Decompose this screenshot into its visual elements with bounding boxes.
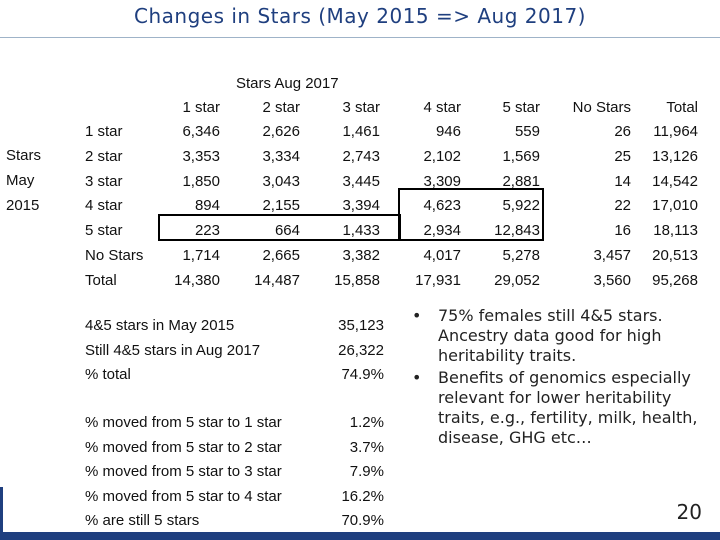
table-cell: 5,278 [502, 247, 540, 264]
bullet-list: • 75% females still 4&5 stars. Ancestry … [412, 306, 712, 450]
table-cell: 11,964 [653, 123, 698, 140]
table-cell: 1,850 [182, 173, 220, 190]
summary-label: Still 4&5 stars in Aug 2017 [85, 342, 261, 359]
column-header-4-star: 4 star [423, 99, 461, 116]
page-number: 20 [676, 500, 702, 524]
row-label: 3 star [85, 173, 123, 190]
highlight-box-5-star-row [158, 214, 401, 241]
table-cell: 25 [614, 148, 631, 165]
table-cell: 5,922 [502, 197, 540, 214]
bullet-item: • Benefits of genomics especially releva… [412, 368, 712, 448]
table-cell: 17,931 [415, 272, 461, 289]
row-label: 5 star [85, 222, 123, 239]
summary-value: 26,322 [338, 342, 384, 359]
bullet-text: 75% females still 4&5 stars. Ancestry da… [438, 306, 663, 365]
title-divider [0, 37, 720, 38]
table-cell: 3,445 [342, 173, 380, 190]
column-header-3-star: 3 star [342, 99, 380, 116]
column-header-2-star: 2 star [262, 99, 300, 116]
table-cell: 3,394 [342, 197, 380, 214]
highlight-box-4-5-star-block [398, 188, 544, 241]
bullet-item: • 75% females still 4&5 stars. Ancestry … [412, 306, 712, 366]
bullet-marker: • [412, 306, 422, 325]
table-cell: 3,353 [182, 148, 220, 165]
table-cell: 4,623 [423, 197, 461, 214]
summary-label: % total [85, 366, 131, 383]
table-cell: 26 [614, 123, 631, 140]
table-cell: 223 [194, 222, 220, 239]
table-cell: 2,665 [262, 247, 300, 264]
table-cell: 12,843 [494, 222, 540, 239]
table-cell: 664 [274, 222, 300, 239]
table-cell: 946 [435, 123, 461, 140]
summary-label: % moved from 5 star to 3 star [85, 463, 282, 480]
summary-label: % are still 5 stars [85, 512, 200, 529]
table-cell: 16 [614, 222, 631, 239]
table-cell: 2,934 [423, 222, 461, 239]
bullet-text: Benefits of genomics especially relevant… [438, 368, 698, 447]
table-cell: 14 [614, 173, 631, 190]
table-cell: 22 [614, 197, 631, 214]
table-cell: 18,113 [653, 222, 698, 239]
summary-value: 3.7% [349, 439, 384, 456]
table-cell: 14,487 [254, 272, 300, 289]
slide-title: Changes in Stars (May 2015 => Aug 2017) [134, 4, 586, 28]
table-cell: 4,017 [423, 247, 461, 264]
table-cell: 3,334 [262, 148, 300, 165]
column-header-total: Total [666, 99, 698, 116]
table-cell: 3,560 [593, 272, 631, 289]
table-cell: 6,346 [182, 123, 220, 140]
table-cell: 14,542 [652, 173, 698, 190]
table-cell: 2,155 [262, 197, 300, 214]
row-label: 2 star [85, 148, 123, 165]
table-cell: 13,126 [652, 148, 698, 165]
table-cell: 20,513 [652, 247, 698, 264]
table-cell: 1,569 [502, 148, 540, 165]
summary-label: 4&5 stars in May 2015 [85, 317, 235, 334]
table-cell: 1,714 [182, 247, 220, 264]
row-label: Total [85, 272, 117, 289]
summary-label: % moved from 5 star to 2 star [85, 439, 282, 456]
table-cell: 2,881 [502, 173, 540, 190]
summary-value: 7.9% [349, 463, 384, 480]
table-cell: 894 [194, 197, 220, 214]
footer-accent-left [0, 487, 3, 540]
table-cell: 17,010 [652, 197, 698, 214]
summary-value: 74.9% [341, 366, 384, 383]
table-cell: 29,052 [494, 272, 540, 289]
table-cell: 2,626 [262, 123, 300, 140]
table-cell: 1,433 [342, 222, 380, 239]
row-group-label-line-1: Stars [6, 147, 42, 164]
table-cell: 3,382 [342, 247, 380, 264]
table-cell: 3,043 [262, 173, 300, 190]
row-label: No Stars [85, 247, 144, 264]
table-cell: 3,309 [423, 173, 461, 190]
table-cell: 559 [514, 123, 540, 140]
row-label: 1 star [85, 123, 123, 140]
summary-value: 35,123 [338, 317, 384, 334]
table-cell: 14,380 [174, 272, 220, 289]
table-cell: 2,102 [423, 148, 461, 165]
summary-label: % moved from 5 star to 4 star [85, 488, 282, 505]
column-header-5-star: 5 star [502, 99, 540, 116]
summary-value: 70.9% [341, 512, 384, 529]
table-cell: 15,858 [334, 272, 380, 289]
row-label: 4 star [85, 197, 123, 214]
footer-bar [0, 532, 720, 540]
column-header-1-star: 1 star [182, 99, 220, 116]
row-group-label-line-2: May [6, 172, 35, 189]
summary-label: % moved from 5 star to 1 star [85, 414, 282, 431]
table-cell: 3,457 [593, 247, 631, 264]
column-group-label: Stars Aug 2017 [236, 75, 339, 92]
table-cell: 95,268 [652, 272, 698, 289]
table-cell: 2,743 [342, 148, 380, 165]
row-group-label-line-3: 2015 [6, 197, 40, 214]
bullet-marker: • [412, 368, 422, 387]
column-header-no-stars: No Stars [572, 99, 631, 116]
summary-value: 1.2% [349, 414, 384, 431]
table-cell: 1,461 [342, 123, 380, 140]
summary-value: 16.2% [341, 488, 384, 505]
